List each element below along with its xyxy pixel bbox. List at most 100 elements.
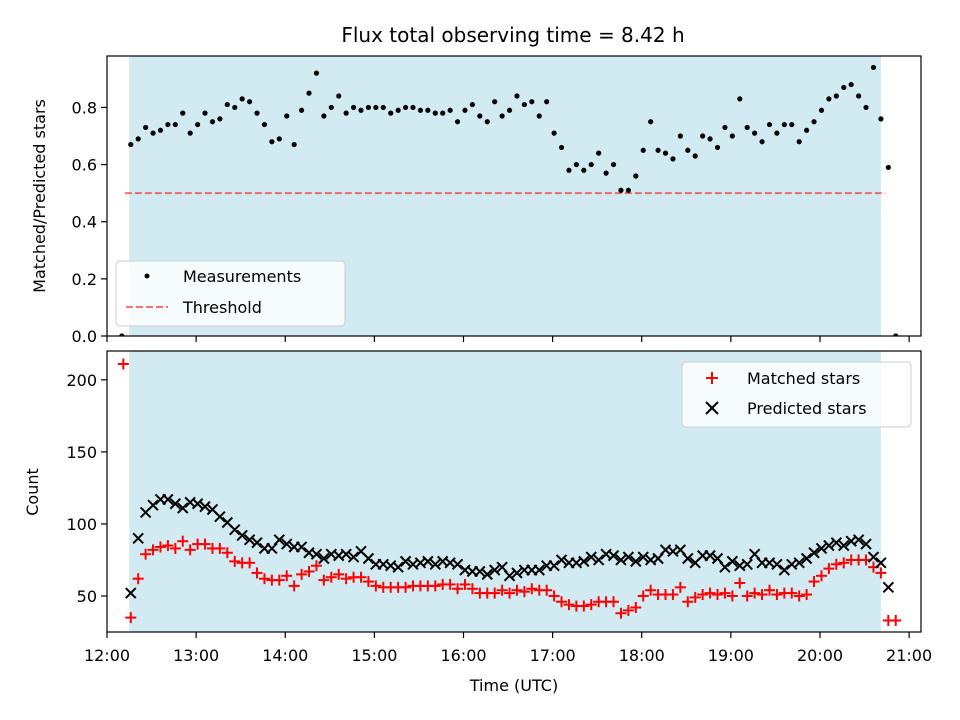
matched-star-point: [154, 541, 166, 553]
measurement-point: [336, 93, 342, 99]
predicted-star-point: [771, 558, 783, 570]
predicted-star-point: [882, 581, 895, 594]
predicted-star-point: [815, 542, 828, 555]
measurement-point: [358, 107, 364, 113]
measurement-point: [662, 150, 669, 156]
matched-star-point: [830, 558, 842, 570]
measurement-point: [492, 99, 498, 105]
predicted-star-point: [592, 554, 605, 566]
measurement-point: [826, 96, 832, 102]
measurement-point: [462, 107, 468, 113]
matched-star-point: [214, 542, 226, 554]
matched-star-point: [125, 612, 137, 624]
measurement-point: [781, 121, 787, 128]
legend-measurements-label: Measurements: [183, 267, 301, 286]
measurement-point: [692, 153, 698, 159]
predicted-star-point: [488, 564, 501, 576]
matched-star-point: [808, 576, 820, 588]
measurement-point: [157, 127, 164, 133]
xtick-label: 21:00: [886, 646, 932, 665]
predicted-star-point: [191, 498, 204, 510]
matched-star-point: [221, 547, 233, 559]
measurement-point: [365, 104, 372, 111]
matched-star-point: [763, 584, 775, 596]
predicted-star-point: [778, 564, 791, 576]
measurement-point: [425, 107, 431, 113]
matched-star-point: [340, 573, 352, 585]
matched-star-point: [429, 580, 441, 592]
top-ytick-label: 0.4: [72, 213, 97, 232]
top-legend: Measurements Threshold: [115, 260, 346, 327]
matched-star-point: [712, 589, 723, 601]
measurement-point: [796, 139, 802, 145]
matched-star-point: [630, 602, 642, 614]
matched-star-point: [296, 568, 308, 580]
predicted-star-point: [177, 502, 189, 514]
measurement-point: [239, 96, 245, 102]
measurement-point: [180, 110, 186, 116]
xtick-label: 19:00: [708, 646, 754, 665]
predicted-star-point: [399, 555, 412, 568]
matched-star-point: [645, 584, 657, 596]
matched-star-point: [147, 544, 159, 556]
matched-star-point: [355, 571, 367, 583]
matched-star-point: [637, 590, 649, 602]
matched-star-point: [771, 589, 783, 601]
measurement-point: [388, 110, 394, 116]
measurement-point: [440, 110, 446, 116]
measurement-point: [633, 173, 639, 179]
measurement-point: [581, 167, 587, 173]
matched-star-point: [504, 587, 516, 599]
predicted-star-point: [533, 564, 545, 576]
bottom-ytick-label: 200: [66, 371, 97, 390]
xtick-label: 14:00: [262, 646, 308, 665]
measurement-point: [804, 127, 810, 133]
figure-title: Flux total observing time = 8.42 h: [341, 23, 684, 47]
matched-star-point: [184, 544, 196, 556]
measurement-point: [752, 130, 758, 136]
matched-star-point: [786, 587, 798, 599]
predicted-star-point: [362, 552, 375, 565]
matched-star-point: [303, 565, 315, 577]
top-ytick-label: 0.8: [72, 98, 97, 117]
matched-star-point: [563, 599, 575, 611]
matched-star-point: [229, 555, 241, 567]
measurement-point: [774, 130, 780, 136]
predicted-star-point: [251, 536, 263, 549]
predicted-star-point: [800, 552, 813, 565]
legend-matched-label: Matched stars: [747, 369, 860, 388]
measurement-point: [506, 107, 513, 113]
matched-star-point: [719, 587, 731, 599]
xtick-label: 18:00: [619, 646, 665, 665]
measurement-point: [714, 144, 721, 151]
legend-measurements-marker: [144, 273, 150, 279]
measurement-point: [202, 110, 208, 116]
measurement-point: [759, 139, 765, 145]
measurement-point: [432, 110, 438, 116]
measurement-point: [885, 164, 891, 171]
measurement-point: [677, 133, 683, 139]
legend-predicted-label: Predicted stars: [747, 399, 867, 418]
measurement-point: [856, 93, 862, 99]
legend-threshold-label: Threshold: [182, 298, 262, 317]
measurement-point: [588, 161, 594, 168]
measurement-point: [276, 136, 282, 142]
measurement-point: [670, 156, 676, 162]
predicted-star-point: [451, 558, 464, 570]
measurement-point: [818, 107, 825, 113]
predicted-star-point: [162, 493, 174, 506]
measurement-point: [700, 133, 706, 139]
matched-star-point: [489, 587, 501, 599]
predicted-star-point: [682, 552, 694, 565]
measurement-point: [729, 133, 735, 139]
predicted-star-point: [555, 554, 568, 566]
measurement-point: [484, 119, 490, 125]
measurement-point: [224, 101, 230, 108]
matched-star-point: [890, 614, 902, 626]
matched-star-point: [608, 596, 620, 608]
measurement-point: [737, 96, 743, 102]
xtick-label: 17:00: [530, 646, 576, 665]
predicted-star-point: [243, 534, 256, 546]
matched-star-point: [741, 590, 753, 602]
measurement-point: [232, 104, 238, 111]
